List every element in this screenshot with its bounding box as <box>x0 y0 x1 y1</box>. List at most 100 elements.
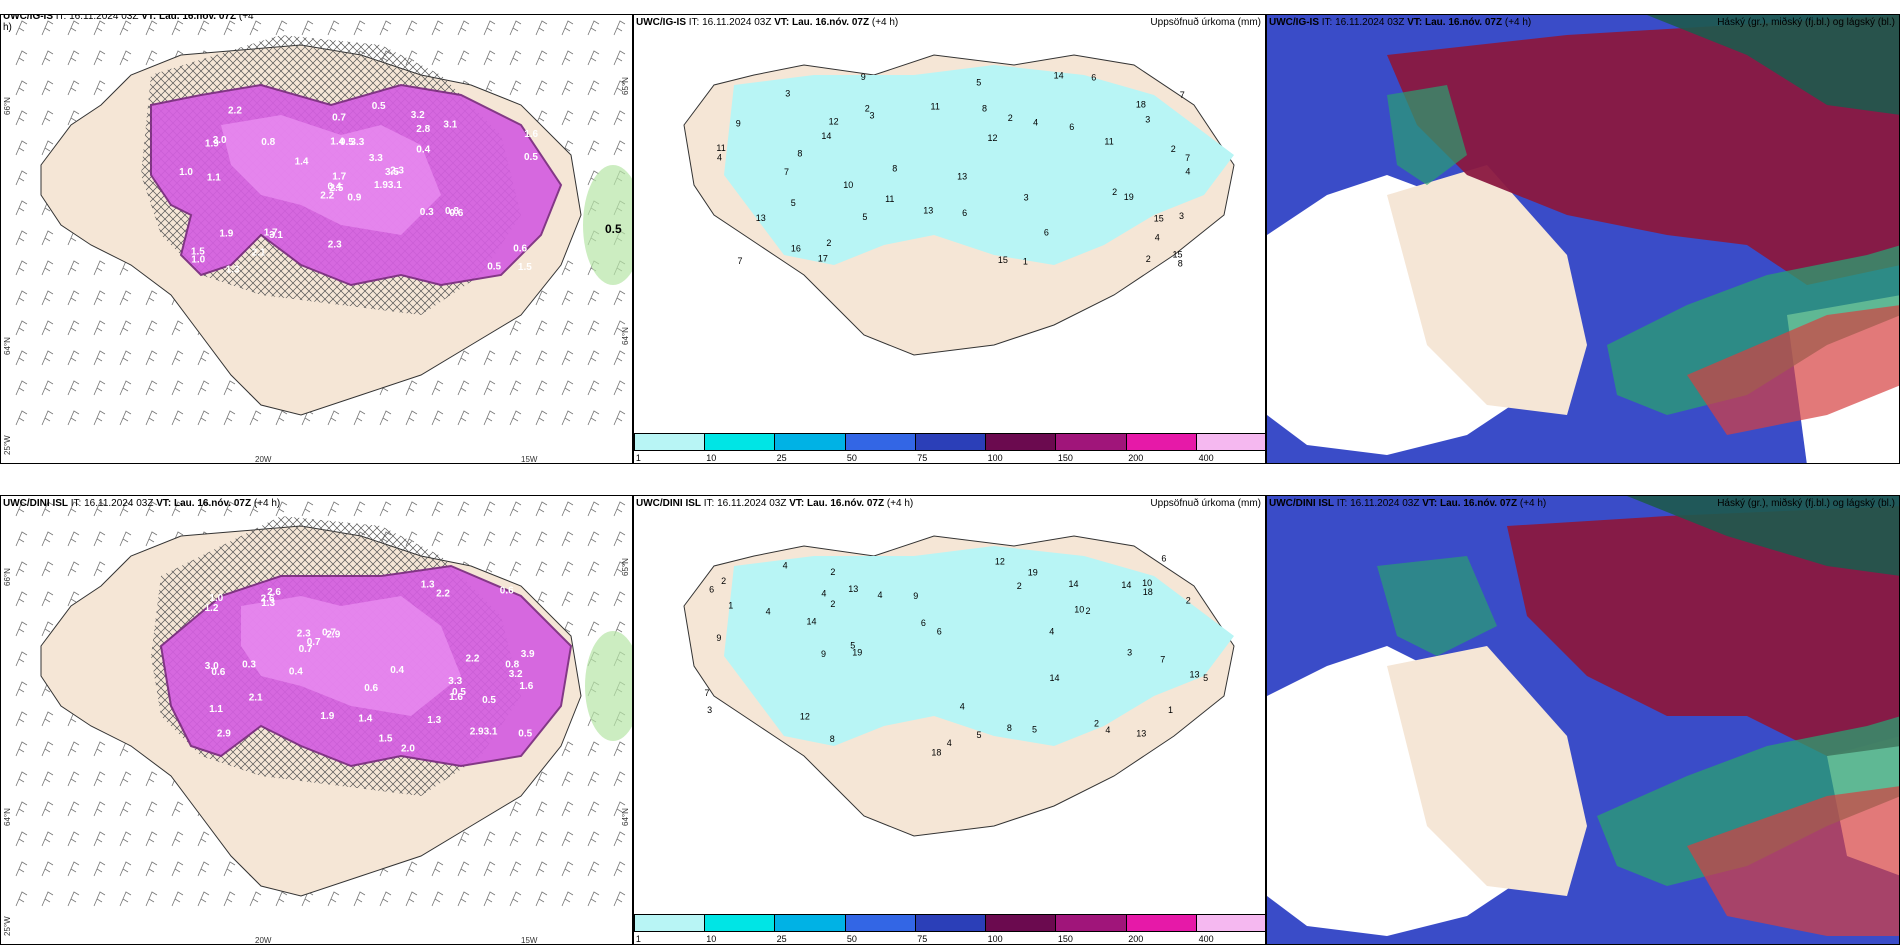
map-value-label: 3 <box>1179 211 1184 221</box>
wind-barb <box>171 801 184 817</box>
map-value-label: 1.4 <box>295 157 309 168</box>
wind-barb <box>15 50 28 66</box>
map-value-label: 0.4 <box>328 181 342 192</box>
map-value-label: 19 <box>1028 568 1038 578</box>
wind-barb <box>561 80 574 96</box>
wind-barb <box>119 350 132 366</box>
wind-barb <box>67 380 80 396</box>
wind-barb <box>15 501 28 517</box>
wind-barb <box>613 290 626 306</box>
wind-barb <box>41 260 54 276</box>
map-value-label: 0.6 <box>449 208 463 219</box>
map-value-label: 10 <box>1142 578 1152 588</box>
map-value-label: 12 <box>995 557 1005 567</box>
map-value-label: 2 <box>1008 113 1013 123</box>
wind-barb <box>509 801 522 817</box>
map-value-label: 3 <box>1145 114 1150 124</box>
wind-barb <box>431 20 444 36</box>
wind-barb <box>41 891 54 907</box>
wind-barb <box>93 891 106 907</box>
wind-barb <box>327 20 340 36</box>
map-value-label: 2 <box>1017 581 1022 591</box>
map-value-label: 0.5 <box>452 687 466 698</box>
precip-title-left-top: UWC/IG-IS IT: 16.11.2024 03Z VT: Lau. 16… <box>636 17 899 28</box>
wind-barb <box>119 531 132 547</box>
wind-snow-map-bottom: 3.3 3.2 2.9 2.6 2.9 2.93.1 1.1 2.2 2.3 2.0 1.2 3.0 1… <box>15 501 632 907</box>
wind-barb <box>15 861 28 877</box>
wind-barb <box>535 50 548 66</box>
lat-label-64r-bottom: 64°N <box>621 808 630 826</box>
wind-barb <box>509 891 522 907</box>
wind-barb <box>587 320 600 336</box>
wind-barb <box>587 891 600 907</box>
map-value-label: 2.2 <box>436 589 450 600</box>
wind-barb <box>93 20 106 36</box>
wind-barb <box>613 350 626 366</box>
map-value-label: 3 <box>785 89 790 99</box>
map-value-label: 1.6 <box>449 692 463 703</box>
colorbar-tick-label: 75 <box>917 453 928 463</box>
colorbar-swatch-0 <box>635 434 706 450</box>
wind-barb <box>67 50 80 66</box>
cloud-title-left-top: UWC/IG-IS IT: 16.11.2024 03Z VT: Lau. 16… <box>1269 17 1532 28</box>
wind-barb <box>67 110 80 126</box>
wind-barb <box>41 380 54 396</box>
wind-barb <box>93 831 106 847</box>
wind-barb <box>41 591 54 607</box>
wind-barb <box>67 260 80 276</box>
wind-barb <box>535 290 548 306</box>
map-value-label: 1.3 <box>261 598 275 609</box>
wind-barb <box>41 20 54 36</box>
map-value-label: 3.3 <box>448 676 462 687</box>
wind-barb <box>67 290 80 306</box>
map-value-label: 2.9 <box>217 729 231 740</box>
map-value-label: 2.3 <box>328 240 342 251</box>
wind-barb <box>171 861 184 877</box>
wind-barb <box>431 380 444 396</box>
wind-barb <box>67 531 80 547</box>
wind-barb <box>93 771 106 787</box>
wind-barb <box>119 410 132 426</box>
red-cloud-top <box>1687 305 1899 435</box>
map-value-label: 3.3 <box>369 153 383 164</box>
map-value-label: 11 <box>885 194 894 204</box>
map-value-label: 7 <box>1160 655 1165 665</box>
map-value-label: 14 <box>821 131 831 141</box>
land-cloud-bottom <box>1387 646 1587 896</box>
map-value-label: 2 <box>865 104 870 114</box>
wind-barb <box>587 621 600 637</box>
colorbar-tick-label: 25 <box>776 453 787 463</box>
colorbar-top <box>634 433 1265 451</box>
wind-barb <box>327 410 340 426</box>
wind-barb <box>145 350 158 366</box>
wind-barb <box>15 350 28 366</box>
wind-barb <box>535 410 548 426</box>
map-value-label: 4 <box>1155 232 1160 242</box>
lon-label-15-top: 15W <box>521 455 538 464</box>
wind-barb <box>509 531 522 547</box>
map-value-label: 0.3 <box>420 207 434 218</box>
wind-barb <box>15 741 28 757</box>
wind-barb <box>223 20 236 36</box>
wind-barb <box>509 861 522 877</box>
wind-barb <box>145 380 158 396</box>
map-value-label: 8 <box>892 164 897 174</box>
wind-barb <box>171 20 184 36</box>
wind-barb <box>93 50 106 66</box>
wind-barb <box>379 20 392 36</box>
colorbar-bottom <box>634 914 1265 932</box>
colorbar-swatch-8 <box>1196 915 1265 931</box>
map-value-label: 0.5 <box>372 101 386 112</box>
lat-label-66-bottom: 66°N <box>3 568 12 586</box>
map-value-label: 15 <box>998 255 1008 265</box>
wind-barb <box>15 651 28 667</box>
wind-barb <box>275 410 288 426</box>
map-value-label: 0.4 <box>289 666 303 677</box>
mid-cloud-west-top <box>1387 85 1467 185</box>
wind-barb <box>561 891 574 907</box>
mid-cloud-bottom <box>1627 496 1899 576</box>
colorbar-swatch-1 <box>705 434 776 450</box>
offshore-label-top: 0.5 <box>605 222 622 236</box>
wind-barb <box>613 320 626 336</box>
